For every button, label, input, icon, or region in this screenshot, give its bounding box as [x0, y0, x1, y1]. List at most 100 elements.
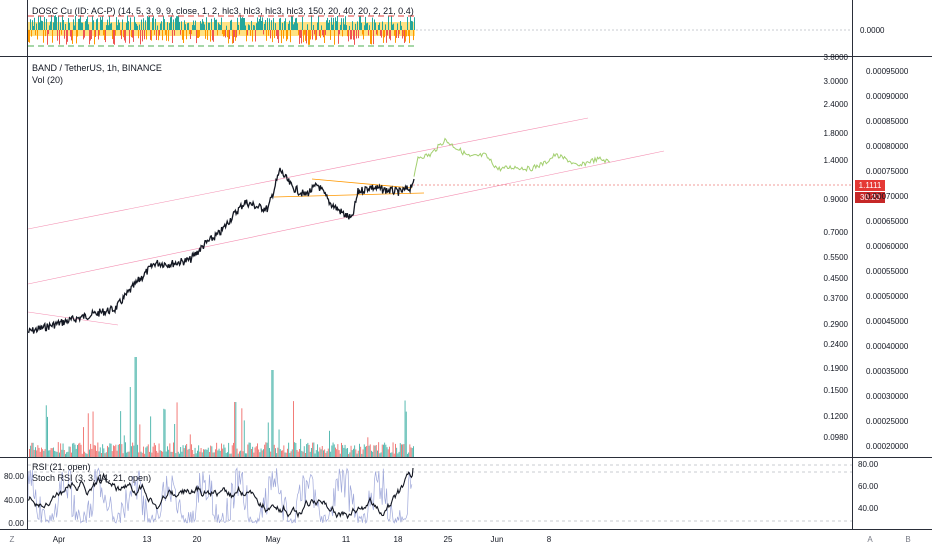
volume-bar [321, 446, 323, 457]
log-scale-button[interactable]: B [905, 535, 911, 544]
volume-bar [264, 444, 266, 457]
dosc-bar [383, 30, 384, 43]
dosc-bar [345, 16, 346, 30]
volume-bar [48, 450, 50, 457]
dosc-bar [338, 30, 339, 44]
volume-bar [384, 442, 386, 457]
dosc-bar [295, 18, 296, 30]
dosc-bar [123, 30, 124, 38]
volume-bar [110, 443, 112, 457]
dosc-bar [154, 30, 155, 35]
volume-bar [391, 452, 393, 457]
stoch-rsi-legend[interactable]: Stoch RSI (3, 3, 14, 21, open) [32, 473, 152, 483]
dosc-bar [218, 22, 219, 30]
volume-bar [356, 453, 358, 457]
volume-bar [361, 453, 363, 457]
dosc-bar [273, 18, 274, 30]
dosc-bar [233, 30, 234, 43]
volume-bar [373, 445, 375, 457]
volume-bar [143, 446, 144, 457]
dosc-bar [173, 19, 174, 30]
dosc-bar [214, 17, 215, 30]
volume-bar [303, 446, 305, 457]
dosc-bar [184, 20, 185, 30]
volume-bar [259, 452, 261, 457]
volume-bar [217, 450, 219, 457]
volume-bar [126, 452, 128, 457]
triangle-lower-line [273, 192, 425, 198]
rsi-legend[interactable]: RSI (21, open) [32, 462, 91, 472]
dosc-bar [277, 30, 278, 40]
dosc-bar [396, 30, 397, 38]
left-axis-label: 3.0000 [823, 77, 848, 86]
dosc-bar [315, 30, 316, 41]
dosc-bar [276, 30, 277, 36]
right-axis-label: 0.00095000 [866, 67, 909, 76]
dosc-bar [116, 17, 117, 30]
dosc-bar [405, 30, 406, 42]
volume-bar [133, 445, 135, 457]
triangle-upper-line [311, 178, 413, 189]
volume-bar [147, 444, 149, 457]
time-axis[interactable]: Z A B Apr 13 20 May 11 18 25 Jun 8 [0, 530, 932, 550]
dosc-bar [139, 24, 140, 30]
dosc-bar [206, 17, 207, 30]
time-axis-label: May [265, 535, 281, 544]
volume-bar [247, 444, 249, 457]
dosc-bar [192, 25, 193, 30]
volume-bar [271, 370, 273, 457]
dosc-bar [253, 25, 254, 30]
volume-bar [231, 445, 233, 457]
dosc-bar [52, 30, 53, 43]
zoom-button[interactable]: Z [9, 535, 15, 544]
dosc-bar [393, 23, 394, 30]
volume-bar [167, 446, 168, 457]
dosc-bar [88, 24, 89, 30]
auto-scale-button[interactable]: A [867, 535, 873, 544]
volume-bar [62, 443, 64, 457]
volume-bar [272, 370, 274, 457]
dosc-bar [143, 18, 144, 30]
dosc-indicator-pane[interactable]: DOSC Cu (ID: AC-P) (14, 5, 3, 9, 9, clos… [0, 0, 932, 57]
volume-bar [33, 449, 35, 457]
dosc-bar [337, 16, 338, 30]
symbol-title[interactable]: BAND / TetherUS, 1h, BINANCE [32, 63, 162, 73]
dosc-bar [62, 15, 63, 30]
rsi-plot [27, 464, 852, 525]
volume-bar [314, 453, 316, 457]
rsi-pane[interactable]: RSI (21, open) Stoch RSI (3, 3, 14, 21, … [0, 458, 932, 530]
dosc-bar [376, 30, 377, 35]
volume-bar [359, 443, 360, 457]
volume-bar [330, 451, 332, 457]
dosc-bar [83, 30, 84, 40]
volume-bar [306, 444, 308, 457]
dosc-bar [175, 18, 176, 30]
main-axis-divider [852, 57, 853, 457]
volume-bar [342, 445, 344, 457]
volume-bar [55, 451, 57, 457]
dosc-bar [122, 19, 123, 30]
volume-bar [53, 447, 54, 457]
volume-bar [284, 452, 286, 457]
dosc-bar [308, 30, 309, 45]
volume-bar [135, 357, 137, 457]
dosc-bar [343, 18, 344, 30]
volume-bar [121, 444, 123, 457]
volume-bar [248, 442, 250, 457]
dosc-bar [49, 25, 50, 30]
dosc-indicator-legend[interactable]: DOSC Cu (ID: AC-P) (14, 5, 3, 9, 9, clos… [32, 6, 414, 16]
volume-legend[interactable]: Vol (20) [32, 75, 64, 85]
volume-bar [203, 449, 204, 457]
projection-line [413, 137, 611, 177]
dosc-bar [237, 17, 238, 30]
volume-bar [225, 452, 227, 457]
dosc-bar [285, 18, 286, 30]
dosc-bar [272, 30, 273, 43]
dosc-bar [329, 20, 330, 30]
volume-bar [72, 443, 74, 457]
dosc-bar [76, 30, 77, 44]
main-chart-pane[interactable]: BAND / TetherUS, 1h, BINANCE Vol (20) 1.… [0, 53, 932, 458]
dosc-bar [412, 21, 413, 30]
dosc-bar [318, 16, 319, 30]
dosc-bar [373, 30, 374, 45]
